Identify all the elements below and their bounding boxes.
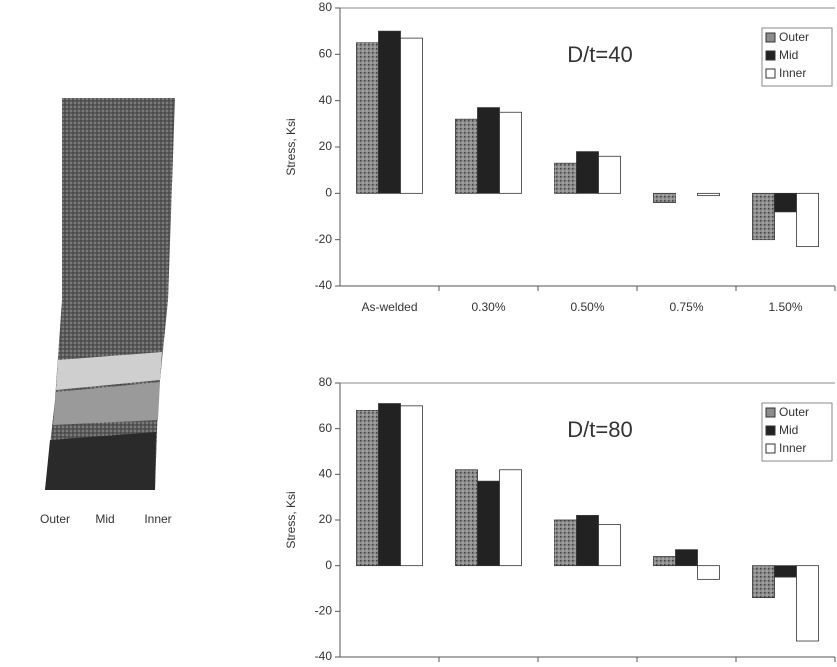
legend-swatch <box>766 69 775 78</box>
bar <box>577 152 599 194</box>
bar <box>577 515 599 565</box>
legend-label: Mid <box>779 423 798 437</box>
cross-section-image <box>45 98 175 490</box>
bar <box>401 38 423 193</box>
bar-texture <box>753 566 775 598</box>
bar <box>478 481 500 565</box>
bar-texture <box>555 520 577 566</box>
chart-title: D/t=40 <box>567 42 632 67</box>
figure-label: Inner <box>144 512 171 526</box>
bar <box>500 112 522 193</box>
x-tick-label: 0.50% <box>570 300 604 314</box>
bar-texture <box>456 470 478 566</box>
y-tick-label: 40 <box>319 467 333 481</box>
y-axis-label: Stress, Ksi <box>284 118 298 175</box>
y-tick-label: -20 <box>315 232 333 246</box>
legend-label: Outer <box>779 405 809 419</box>
legend-label: Outer <box>779 30 809 44</box>
bar <box>698 193 720 195</box>
bar <box>478 108 500 194</box>
bar <box>698 566 720 580</box>
chart-title: D/t=80 <box>567 417 632 442</box>
y-tick-label: 0 <box>325 186 332 200</box>
y-tick-label: 40 <box>319 93 333 107</box>
legend-label: Mid <box>779 48 798 62</box>
legend-swatch <box>766 33 775 42</box>
y-tick-label: 60 <box>319 47 333 61</box>
bar <box>599 525 621 566</box>
bar <box>797 193 819 246</box>
x-tick-label: As-welded <box>361 300 417 314</box>
bar-texture <box>654 557 676 566</box>
bar-texture <box>654 193 676 202</box>
bar-texture <box>456 119 478 193</box>
bar-texture <box>753 193 775 239</box>
y-tick-label: 0 <box>325 558 332 572</box>
figure-label: Mid <box>95 512 114 526</box>
bar <box>401 406 423 566</box>
y-tick-label: 20 <box>319 139 333 153</box>
y-tick-label: -20 <box>315 604 333 618</box>
legend-label: Inner <box>779 66 806 80</box>
bar <box>797 566 819 641</box>
bar <box>775 566 797 577</box>
figure-label: Outer <box>40 512 70 526</box>
x-tick-label: 0.75% <box>669 300 703 314</box>
y-tick-label: 80 <box>319 0 333 14</box>
legend-swatch <box>766 408 775 417</box>
bar <box>379 404 401 566</box>
legend-swatch <box>766 426 775 435</box>
bar <box>676 550 698 566</box>
bar <box>599 156 621 193</box>
y-tick-label: -40 <box>315 278 333 292</box>
legend-swatch <box>766 51 775 60</box>
y-tick-label: 80 <box>319 375 333 389</box>
legend-swatch <box>766 444 775 453</box>
y-tick-label: 60 <box>319 421 333 435</box>
bar <box>775 193 797 212</box>
bar-texture <box>357 43 379 194</box>
y-tick-label: 20 <box>319 512 333 526</box>
bar-texture <box>555 163 577 193</box>
y-axis-label: Stress, Ksi <box>284 491 298 548</box>
x-tick-label: 1.50% <box>768 300 802 314</box>
bar <box>500 470 522 566</box>
bar-texture <box>357 410 379 565</box>
legend-label: Inner <box>779 441 806 455</box>
y-tick-label: -40 <box>315 649 333 662</box>
bar <box>379 31 401 193</box>
figure: Outer Mid Inner -40 -20 0 20 40 60 80 Stress, K… <box>0 0 837 662</box>
x-tick-label: 0.30% <box>471 300 505 314</box>
